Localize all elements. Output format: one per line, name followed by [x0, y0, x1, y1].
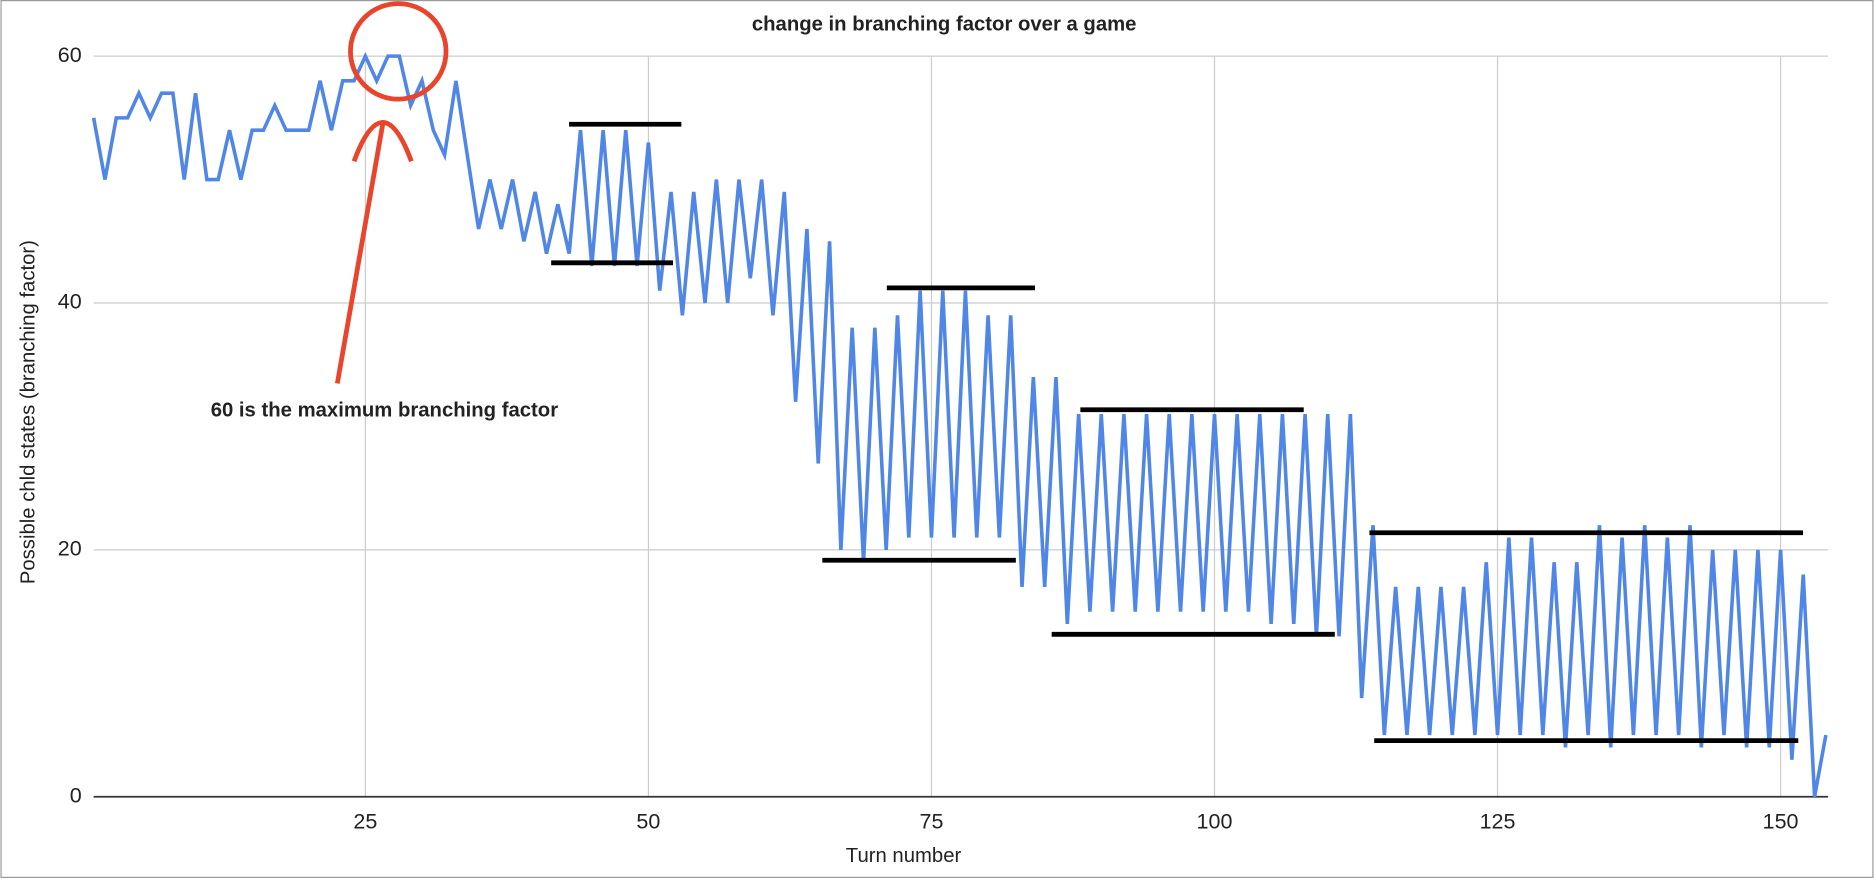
highlight — [334, 1, 449, 384]
y-axis-label: Possible chld states (branching factor) — [17, 240, 39, 584]
annotation: 60 is the maximum branching factor — [211, 399, 558, 421]
x-tick-label: 50 — [636, 810, 660, 834]
x-tick-label: 100 — [1197, 810, 1233, 834]
arrow-shaft — [334, 123, 386, 384]
chart-title: change in branching factor over a game — [752, 13, 1137, 35]
x-tick-label: 75 — [919, 810, 943, 834]
data-line — [91, 51, 1828, 798]
x-tick-label: 25 — [353, 810, 377, 834]
y-tick-label: 60 — [58, 43, 82, 67]
annotations — [551, 121, 1804, 744]
y-tick-label: 20 — [58, 537, 82, 561]
y-tick-label: 0 — [70, 783, 82, 807]
x-axis-label: Turn number — [846, 845, 962, 867]
arrow-head — [351, 120, 414, 163]
x-tick-label: 150 — [1763, 810, 1799, 834]
x-tick-label: 125 — [1480, 810, 1516, 834]
y-tick-label: 40 — [58, 290, 82, 314]
plot-area: 0 20 40 60 25 50 75 100 125 150 — [58, 43, 1829, 834]
highlight-circle — [348, 1, 449, 102]
